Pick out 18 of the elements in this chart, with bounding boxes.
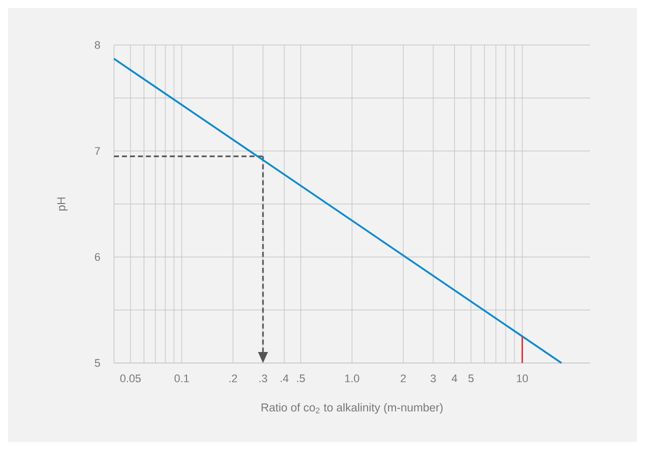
y-tick-label: 7 [94,147,100,155]
y-axis-title: pH [57,198,68,211]
x-tick-label: .4 [280,374,288,382]
x-tick-label: 5 [468,374,474,382]
x-tick-label: 1.0 [345,374,360,382]
x-tick-label: .2 [229,374,238,382]
y-tick-label: 5 [94,359,100,367]
x-tick-label: 0.1 [174,374,189,382]
x-tick-label: 3 [430,374,436,382]
y-tick-label: 8 [94,41,100,49]
x-tick-label: 0.05 [120,374,141,382]
x-tick-label: .5 [297,374,305,382]
x-tick-label: 4 [452,374,458,382]
x-tick-label: 2 [400,374,406,382]
x-tick-label: .3 [259,374,268,382]
x-axis-title: Ratio of co$_{2}$ to alkalinity (m-number) [262,403,443,414]
x-tick-label: 10 [516,374,528,382]
y-tick-label: 6 [94,253,100,261]
